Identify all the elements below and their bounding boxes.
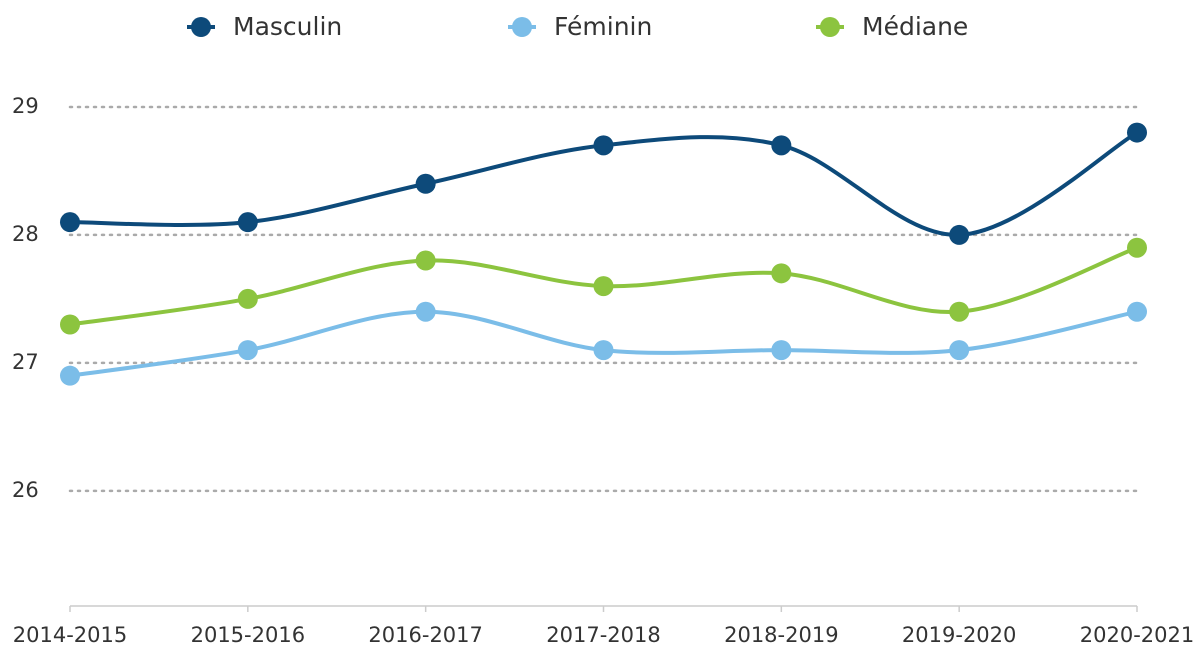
point <box>949 301 970 322</box>
x-tick-label: 2018-2019 <box>724 623 838 647</box>
point <box>593 135 614 156</box>
point <box>60 365 80 386</box>
y-tick-label: 28 <box>12 222 39 246</box>
x-tick-label: 2015-2016 <box>191 623 305 647</box>
point <box>237 288 258 309</box>
legend-label: Masculin <box>233 12 342 41</box>
point <box>60 212 80 233</box>
y-tick-label: 26 <box>12 478 39 502</box>
point <box>237 212 258 233</box>
y-tick-label: 29 <box>12 94 39 118</box>
x-tick-label: 2016-2017 <box>368 623 482 647</box>
point <box>593 276 614 297</box>
point <box>771 263 792 284</box>
point <box>1127 122 1147 143</box>
y-tick-label: 27 <box>12 350 39 374</box>
x-tick-label: 2014-2015 <box>13 623 127 647</box>
point <box>771 340 792 361</box>
point <box>415 173 436 194</box>
x-tick-label: 2020-2021 <box>1080 623 1194 647</box>
point <box>415 250 436 271</box>
point <box>1127 237 1147 258</box>
legend-marker <box>512 17 532 37</box>
x-tick-label: 2019-2020 <box>902 623 1016 647</box>
point <box>771 135 792 156</box>
point <box>593 340 614 361</box>
x-tick-label: 2017-2018 <box>546 623 660 647</box>
point <box>60 314 80 335</box>
point <box>415 301 436 322</box>
legend-label: Féminin <box>554 12 652 41</box>
legend-label: Médiane <box>862 12 968 41</box>
legend-marker <box>191 17 211 37</box>
point <box>949 340 970 361</box>
legend-marker <box>820 17 840 37</box>
point <box>949 224 970 245</box>
point <box>237 340 258 361</box>
point <box>1127 301 1147 322</box>
